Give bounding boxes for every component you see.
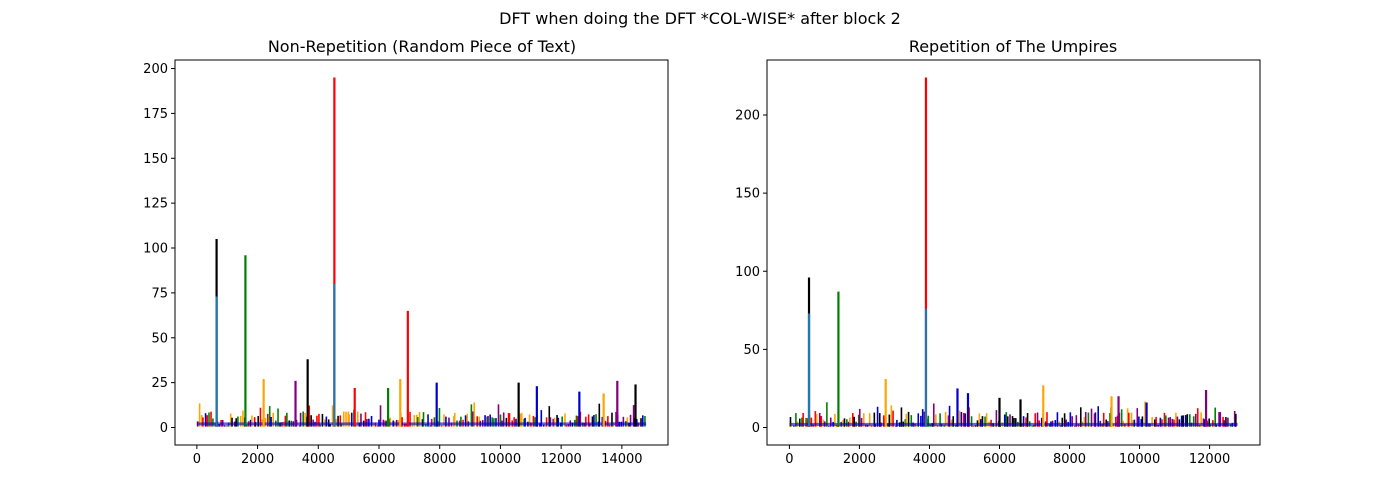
y-tick-label: 25 [151,376,168,391]
y-tick-label: 100 [735,265,760,280]
y-tick-label: 200 [735,109,760,124]
series-group [196,77,647,427]
y-tick-label: 175 [143,107,168,122]
x-tick-label: 12000 [1189,452,1230,467]
series-group [789,77,1238,427]
x-tick-label: 6000 [983,452,1016,467]
subplot-non-repetition: Non-Repetition (Random Piece of Text) 0 2… [143,37,669,467]
y-tick-label: 0 [752,421,760,436]
plot-frame [174,59,669,446]
plot-frame [766,59,1261,446]
y-tick-label: 150 [735,187,760,202]
x-tick-label: 8000 [423,452,456,467]
x-tick-label: 8000 [1053,452,1086,467]
x-tick-label: 12000 [540,452,581,467]
y-tick-label: 0 [160,421,168,436]
y-tick-label: 125 [143,197,168,212]
tick-group: 0 2000 4000 6000 8000 10000 12000 14000 0 25 50 75 1… [143,62,642,467]
x-tick-label: 0 [193,452,201,467]
x-tick-label: 6000 [362,452,395,467]
x-tick-label: 0 [785,452,793,467]
x-tick-label: 2000 [843,452,876,467]
figure-suptitle: DFT when doing the DFT *COL-WISE* after … [499,9,901,28]
x-tick-label: 10000 [480,452,521,467]
y-tick-label: 75 [151,286,168,301]
y-tick-label: 50 [743,343,760,358]
x-tick-label: 14000 [601,452,642,467]
x-tick-label: 2000 [241,452,274,467]
subplot-repetition: Repetition of The Umpires 0 2000 4000 6000 8… [735,37,1261,468]
x-tick-label: 10000 [1119,452,1160,467]
y-tick-label: 50 [151,331,168,346]
subplot-title: Repetition of The Umpires [909,37,1117,56]
x-tick-label: 4000 [302,452,335,467]
y-tick-label: 100 [143,242,168,257]
y-tick-label: 150 [143,152,168,167]
x-tick-label: 4000 [913,452,946,467]
subplot-title: Non-Repetition (Random Piece of Text) [268,37,576,56]
tick-group: 0 2000 4000 6000 8000 10000 12000 0 50 100 150 200 [735,109,1230,468]
y-tick-label: 200 [143,62,168,77]
